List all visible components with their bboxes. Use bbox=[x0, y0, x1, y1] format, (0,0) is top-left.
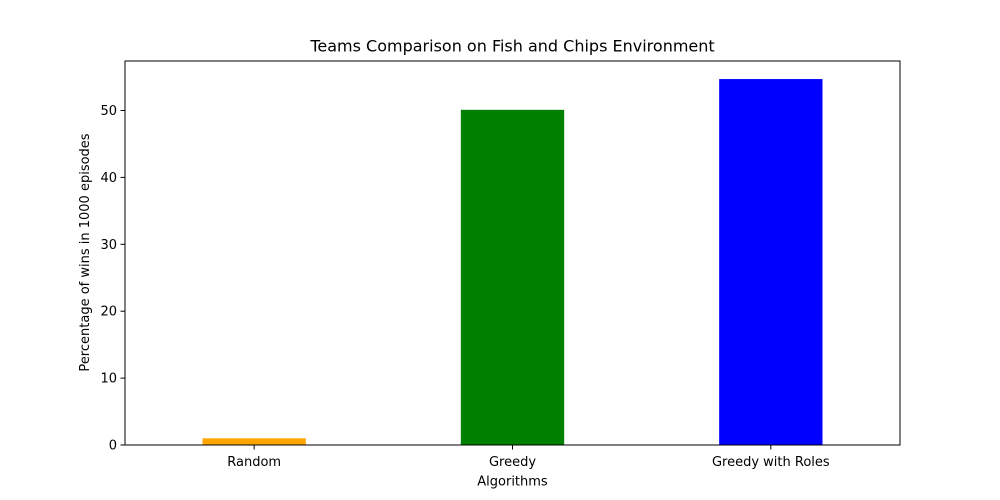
y-tick-label: 10 bbox=[100, 372, 117, 387]
y-tick-label: 0 bbox=[109, 439, 117, 454]
y-tick-label: 40 bbox=[100, 171, 117, 186]
y-tick-label: 20 bbox=[100, 305, 117, 320]
bar-greedy-with-roles bbox=[719, 79, 823, 446]
chart-title: Teams Comparison on Fish and Chips Envir… bbox=[309, 37, 714, 56]
y-axis-label: Percentage of wins in 1000 episodes bbox=[78, 133, 93, 371]
x-tick-label: Greedy bbox=[489, 455, 536, 470]
bars-layer bbox=[202, 79, 823, 446]
bar-random bbox=[202, 438, 306, 445]
x-tick-label: Greedy with Roles bbox=[712, 455, 830, 470]
y-tick-label: 30 bbox=[100, 238, 117, 253]
y-tick-label: 50 bbox=[100, 104, 117, 119]
x-tick-label: Random bbox=[227, 455, 281, 470]
bar-greedy bbox=[460, 109, 565, 445]
x-axis-label: Algorithms bbox=[477, 475, 548, 490]
axes-layer: 0 10 20 30 40 50 Random Greedy Greedy with Roles bbox=[100, 60, 901, 470]
